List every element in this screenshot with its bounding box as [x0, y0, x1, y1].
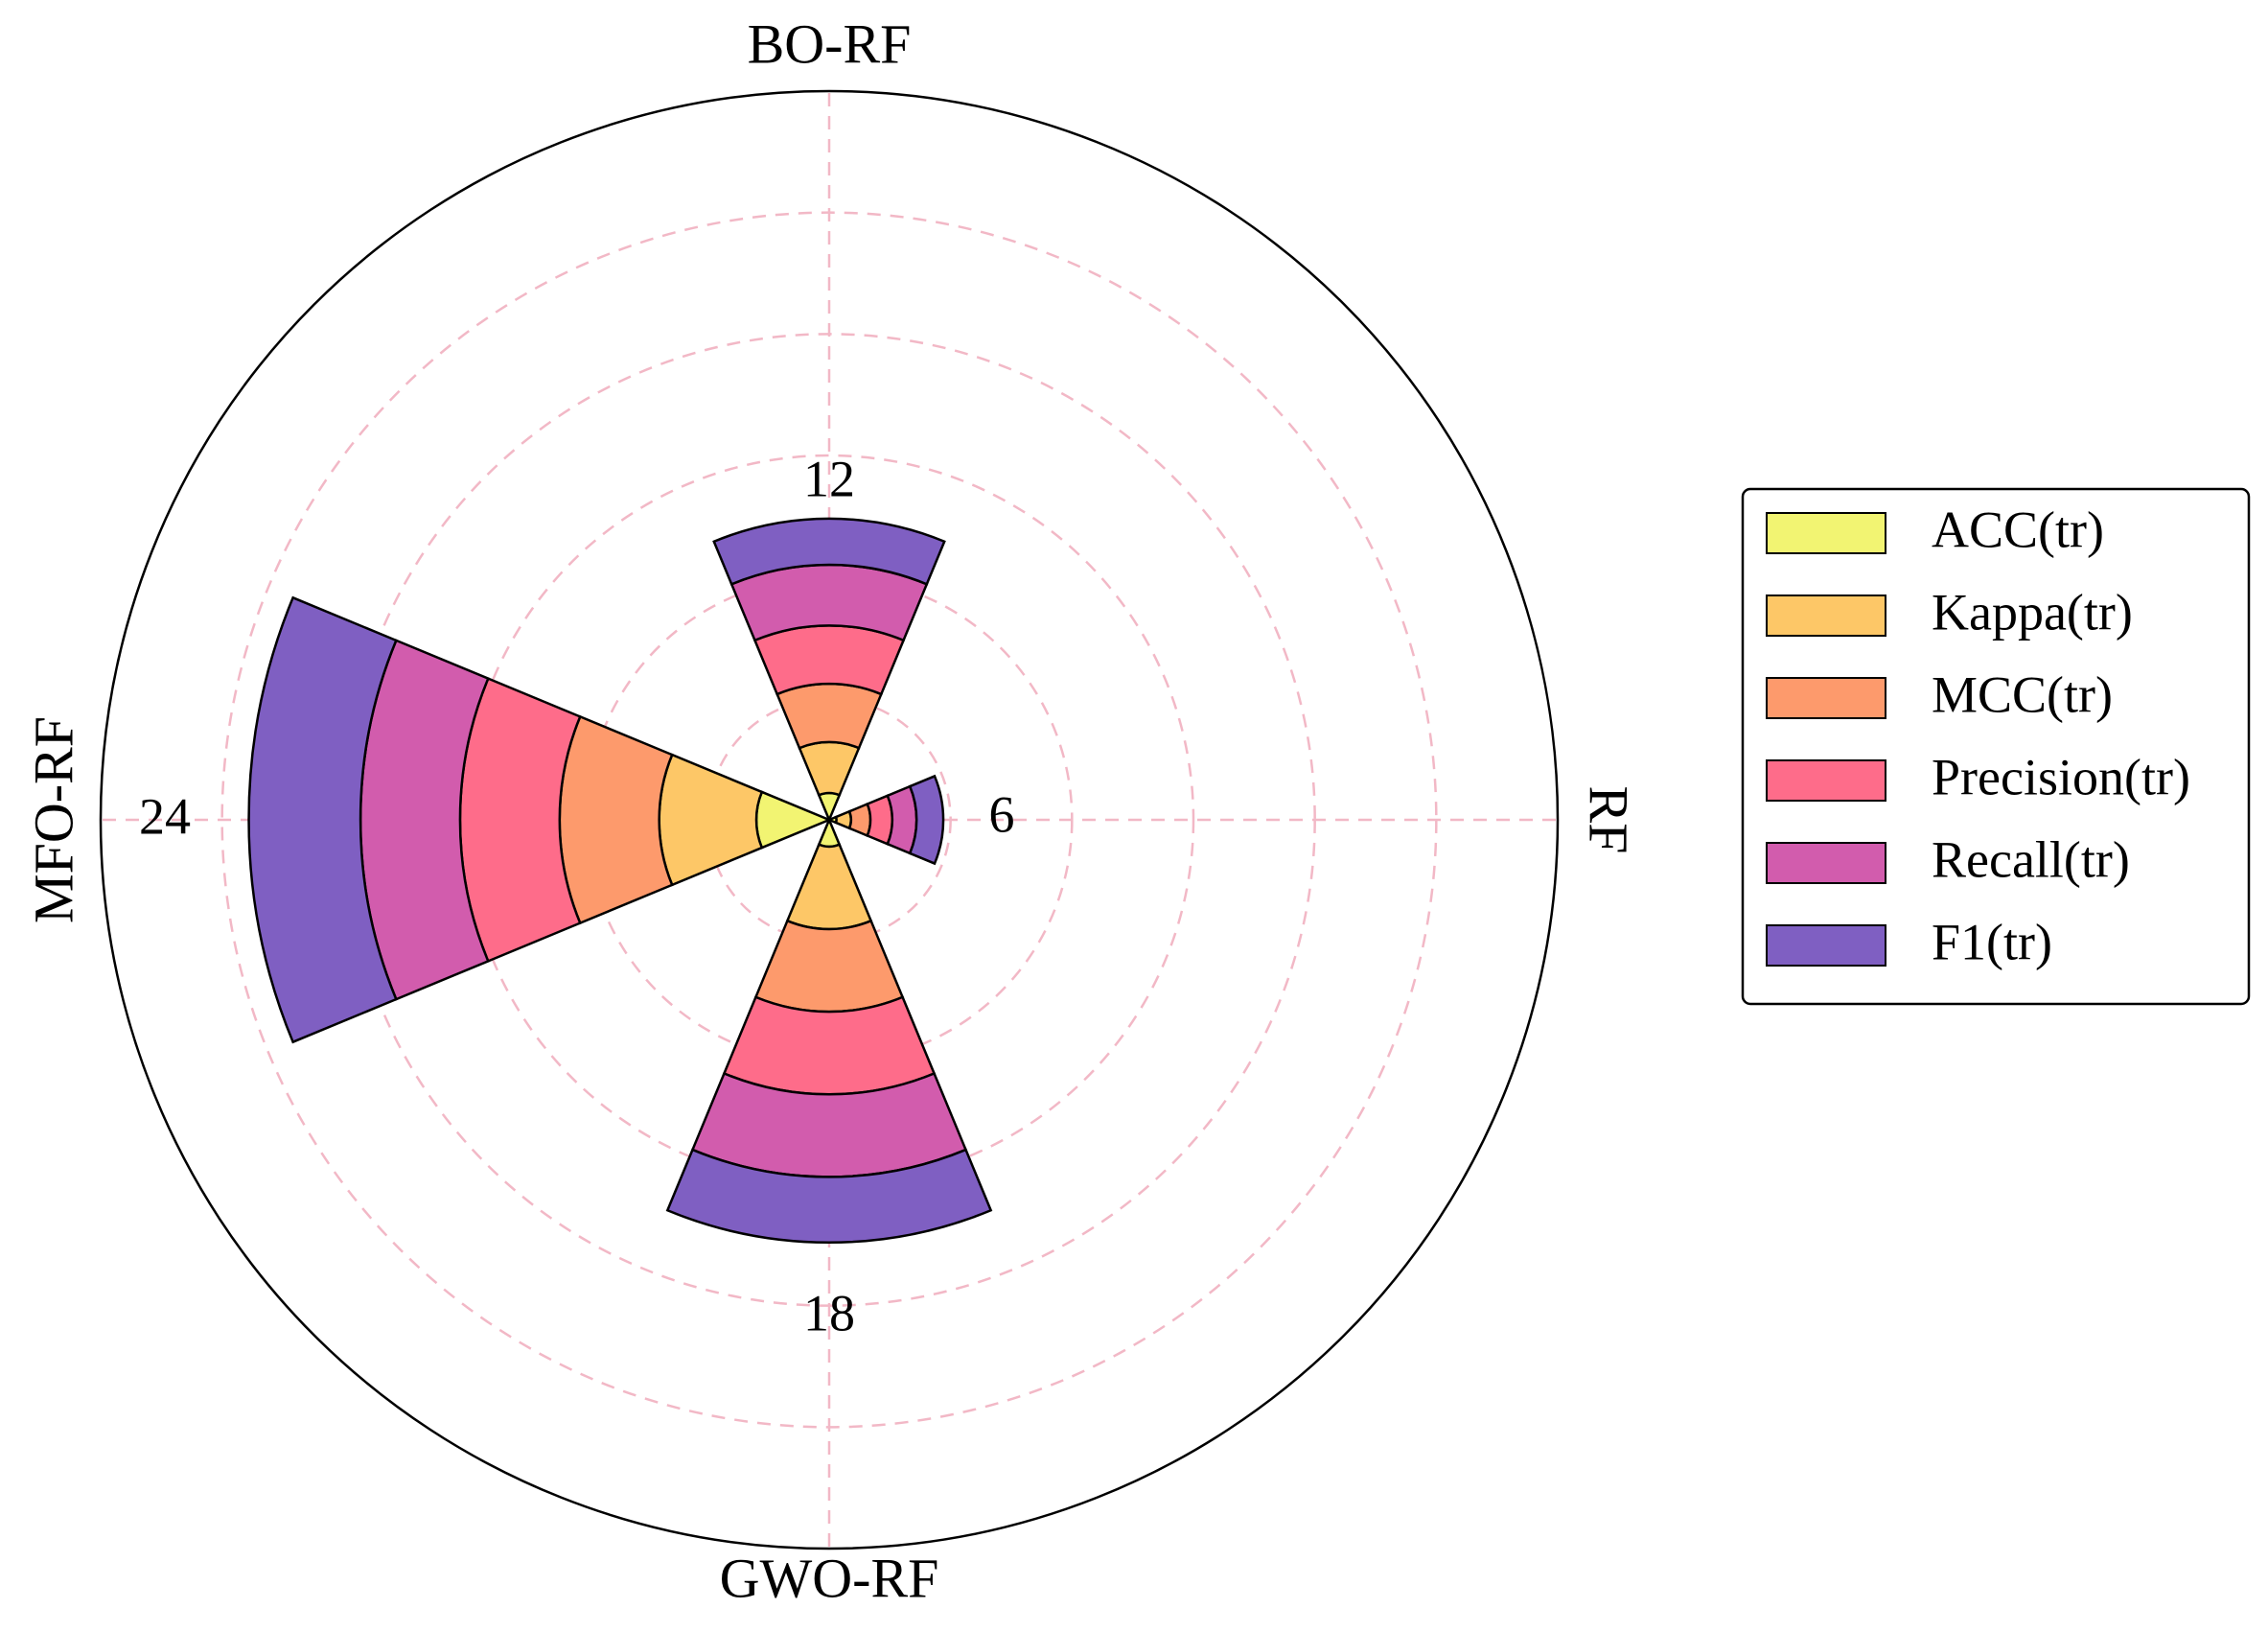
legend-swatch-f1-tr	[1766, 924, 1886, 967]
legend-label-precision-tr: Precision(tr)	[1932, 748, 2190, 805]
bar-mfo-rf-f1-tr	[247, 595, 398, 1044]
bar-gwo-rf-kappa-tr	[785, 843, 873, 931]
bar-bo-rf-f1-tr	[712, 517, 946, 586]
bar-mfo-rf-kappa-tr	[658, 753, 764, 887]
radial-tick-label: 6	[989, 785, 1015, 843]
radial-tick-label: 12	[803, 450, 855, 507]
category-label-rf: RF	[1578, 786, 1640, 854]
bar-gwo-rf-mcc-tr	[753, 919, 905, 1014]
radial-tick-labels: 6 12 18 24	[139, 450, 1015, 1341]
grid-ring-3	[463, 454, 1195, 1186]
bars	[247, 517, 993, 1245]
bar-mfo-rf-acc-tr	[754, 790, 833, 850]
polar-outer-circle	[99, 89, 1560, 1550]
legend-label-kappa-tr: Kappa(tr)	[1932, 583, 2133, 641]
radial-tick-label: 24	[139, 787, 191, 845]
bar-gwo-rf-f1-tr	[665, 1148, 993, 1245]
legend-swatch-mcc-tr	[1766, 677, 1886, 719]
bar-bo-rf-kappa-tr	[798, 740, 861, 797]
legend-swatch-recall-tr	[1766, 842, 1886, 884]
bar-gwo-rf-precision-tr	[722, 995, 937, 1096]
category-label-mfo-rf: MFO-RF	[22, 716, 84, 923]
bar-group-gwo-rf	[665, 816, 993, 1245]
bar-rf-f1-tr	[908, 774, 945, 866]
bar-rf-precision-tr	[866, 794, 894, 846]
bar-rf-mcc-tr	[847, 802, 872, 838]
bar-group-rf	[825, 774, 945, 866]
category-label-bo-rf: BO-RF	[748, 12, 912, 75]
bar-group-mfo-rf	[247, 595, 833, 1044]
legend-label-mcc-tr: MCC(tr)	[1932, 665, 2113, 723]
bar-group-bo-rf	[712, 517, 946, 824]
bar-mfo-rf-mcc-tr	[558, 714, 674, 925]
legend: ACC(tr) Kappa(tr) MCC(tr) Precision(tr) Reca…	[1741, 487, 2251, 1006]
bar-bo-rf-mcc-tr	[775, 682, 883, 750]
legend-swatch-kappa-tr	[1766, 595, 1886, 637]
bar-rf-kappa-tr	[834, 809, 852, 830]
legend-label-f1-tr: F1(tr)	[1932, 913, 2052, 970]
legend-label-acc-tr: ACC(tr)	[1932, 501, 2104, 558]
category-labels: RF BO-RF MFO-RF GWO-RF	[22, 12, 1639, 1609]
legend-swatch-acc-tr	[1766, 512, 1886, 554]
category-label-gwo-rf: GWO-RF	[720, 1547, 939, 1609]
radial-tick-label: 18	[803, 1284, 855, 1341]
bar-bo-rf-precision-tr	[752, 624, 906, 696]
legend-swatch-precision-tr	[1766, 759, 1886, 802]
legend-label-recall-tr: Recall(tr)	[1932, 830, 2130, 888]
